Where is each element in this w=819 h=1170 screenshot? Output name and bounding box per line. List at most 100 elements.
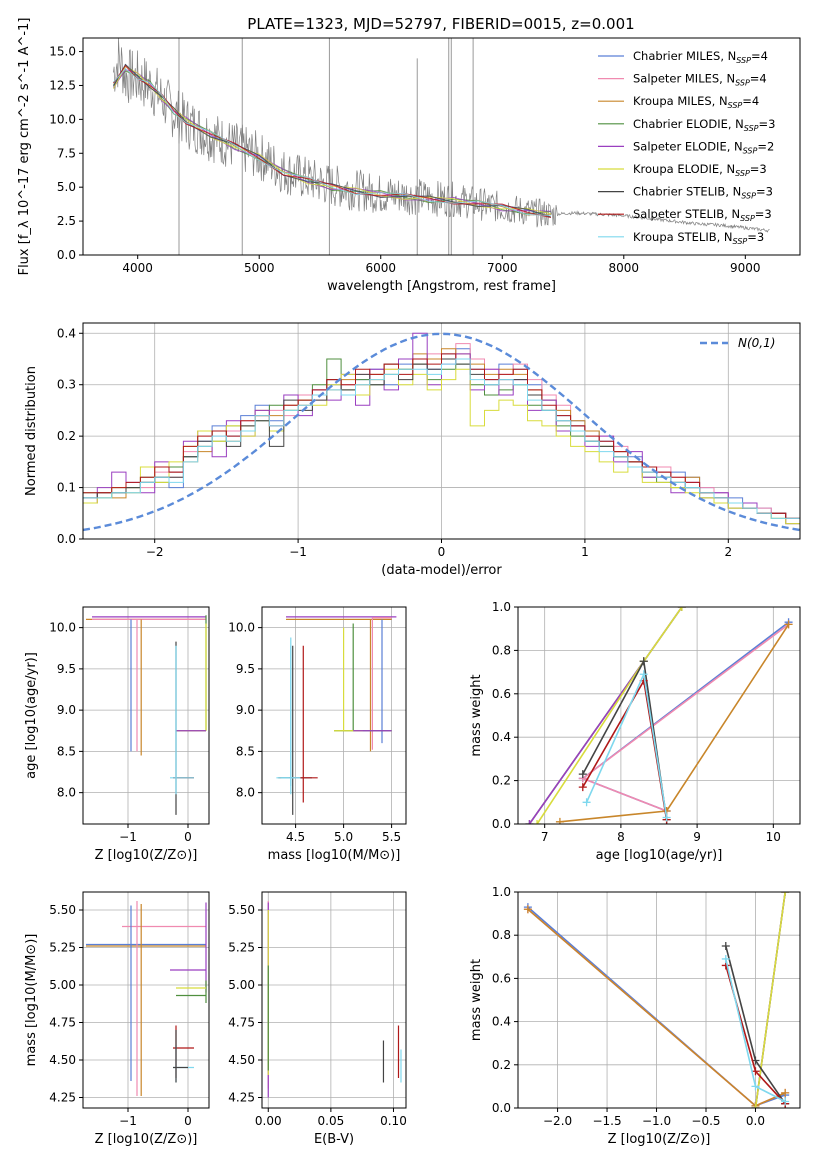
x-tick-label: 6000 — [365, 261, 396, 275]
x-tick-label: 5.0 — [334, 830, 353, 844]
y-tick-label: 0.6 — [492, 687, 511, 701]
y-tick-label: 9.0 — [236, 703, 255, 717]
weight-marker — [784, 620, 793, 629]
legend-label: Chabrier ELODIE, NSSP=3 — [633, 117, 775, 133]
residual-legend: N(0,1) — [700, 336, 775, 350]
legend-label: N(0,1) — [738, 336, 775, 350]
plots: 4000 5000 6000 7000 8000 90000.02.55.07.510.0… — [17, 18, 801, 1147]
weight-marker — [578, 783, 587, 792]
x-tick-label: 10 — [766, 830, 781, 844]
x-tick-label: 0 — [184, 830, 192, 844]
residuals-plot-area — [83, 332, 800, 532]
y-tick-label: 0.2 — [492, 1058, 511, 1072]
x-tick-label: 4000 — [122, 261, 153, 275]
axes-frame — [261, 891, 407, 1109]
y-tick-label: 9.5 — [236, 662, 255, 676]
x-tick-label: 9 — [693, 830, 701, 844]
weight-marker — [751, 1104, 760, 1108]
weight-marker — [533, 820, 542, 824]
y-tick-label: 0.3 — [57, 378, 76, 392]
residual-histogram — [83, 368, 800, 525]
weight-marker — [781, 892, 790, 896]
legend-label: Salpeter MILES, NSSP=4 — [633, 72, 767, 88]
weight-line — [536, 607, 683, 824]
x-tick-label: 8000 — [609, 261, 640, 275]
x-tick-label: 5000 — [244, 261, 275, 275]
y-tick-label: 0.0 — [57, 248, 76, 262]
x-axis-label: Z [log10(Z/Z⊙)] — [95, 848, 198, 863]
x-axis-label: Z [log10(Z/Z⊙)] — [608, 1132, 711, 1147]
x-tick-label: −1 — [119, 1114, 137, 1128]
legend-label: Chabrier STELIB, NSSP=3 — [633, 185, 773, 201]
weight-marker — [582, 798, 591, 807]
spectrum-panel: 4000 5000 6000 7000 8000 9000 0.0 2.5 5.0 7.5 10.0… — [17, 18, 801, 294]
y-tick-label: 12.5 — [49, 78, 76, 92]
y-tick-label: 4.75 — [228, 1016, 255, 1030]
y-tick-label: 10.0 — [49, 621, 76, 635]
y-tick-label: 2.5 — [57, 214, 76, 228]
observed-spectrum — [113, 38, 770, 233]
weight-marker — [639, 670, 648, 679]
x-tick-label: 8 — [617, 830, 625, 844]
weight_vs_Z-panel: −2.0 −1.5 −1.0 −0.5 0.0 0.0 0.2 0.4 0.6 0.8 1.0 Z [… — [469, 885, 801, 1147]
y-tick-label: 7.5 — [57, 146, 76, 160]
y-tick-label: 5.50 — [228, 903, 255, 917]
legend-label: Kroupa MILES, NSSP=4 — [633, 94, 759, 110]
y-tick-label: 0.8 — [492, 643, 511, 657]
x-axis-label: (data-model)/error — [381, 563, 502, 578]
y-tick-label: 1.0 — [492, 885, 511, 899]
weight-marker — [781, 1088, 790, 1097]
weight-marker — [662, 813, 671, 822]
figure-title: PLATE=1323, MJD=52797, FIBERID=0015, z=0… — [247, 15, 634, 33]
weight-marker — [639, 657, 648, 666]
spectrum-plot-area — [113, 38, 770, 255]
x-tick-label: −1 — [289, 545, 307, 559]
y-tick-label: 0.2 — [57, 429, 76, 443]
y-tick-label: 0.6 — [492, 971, 511, 985]
y-axis-label: mass weight — [469, 674, 484, 756]
residuals-panel: −2 −1 0 1 2 0.0 0.1 0.2 0.3 0.4 (data-model)/error… — [24, 322, 801, 578]
x-tick-label: 9000 — [730, 261, 761, 275]
age_vs_Z-panel: −1 0 8.0 8.5 9.0 9.5 10.0 Z [log10(Z/Z⊙)] age [l… — [24, 606, 210, 863]
weight-marker — [677, 607, 686, 611]
x-tick-label: 0 — [184, 1114, 192, 1128]
weight-line — [754, 892, 786, 1108]
axes-frame — [517, 606, 801, 825]
model-fit-line — [113, 64, 551, 219]
legend-label: Kroupa STELIB, NSSP=3 — [633, 230, 764, 246]
weight-marker — [578, 770, 587, 779]
legend-label: Salpeter STELIB, NSSP=3 — [633, 207, 772, 223]
x-tick-label: −0.5 — [691, 1114, 720, 1128]
y-axis-label: mass [log10(M/M⊙)] — [24, 934, 39, 1067]
y-tick-label: 4.25 — [49, 1091, 76, 1105]
residual-histogram — [83, 353, 800, 519]
weight-marker — [751, 1082, 760, 1091]
weight-line — [559, 623, 790, 823]
y-tick-label: 5.0 — [57, 180, 76, 194]
mass_vs_Z-panel: −1 0 4.25 4.50 4.75 5.00 5.25 5.50 Z [log10(Z/Z⊙… — [24, 891, 210, 1147]
weight_vs_Z-plot-area — [523, 892, 790, 1108]
y-tick-label: 8.0 — [57, 786, 76, 800]
weight-marker — [523, 905, 532, 914]
y-tick-label: 8.0 — [236, 786, 255, 800]
y-tick-label: 5.25 — [228, 941, 255, 955]
weight-marker — [555, 817, 564, 824]
x-tick-label: −1 — [119, 830, 137, 844]
axes-frame — [82, 891, 210, 1109]
y-tick-label: 15.0 — [49, 45, 76, 59]
weight-marker — [781, 1097, 790, 1106]
x-axis-label: mass [log10(M/M⊙)] — [268, 848, 401, 863]
y-tick-label: 0.1 — [57, 481, 76, 495]
age_vs_mass-plot-area — [276, 616, 397, 815]
y-tick-label: 5.25 — [49, 941, 76, 955]
x-tick-label: −2.0 — [543, 1114, 572, 1128]
axes-frame — [261, 606, 407, 825]
weight-marker — [721, 954, 730, 963]
axes-frame — [82, 606, 210, 825]
x-tick-label: 0.10 — [380, 1114, 407, 1128]
y-tick-label: 4.50 — [228, 1053, 255, 1067]
age_vs_mass-panel: 4.5 5.0 5.5 8.0 8.5 9.0 9.5 10.0 mass [log10(M/M… — [228, 606, 407, 863]
weight-marker — [751, 1067, 760, 1076]
y-tick-label: 0.0 — [57, 532, 76, 546]
